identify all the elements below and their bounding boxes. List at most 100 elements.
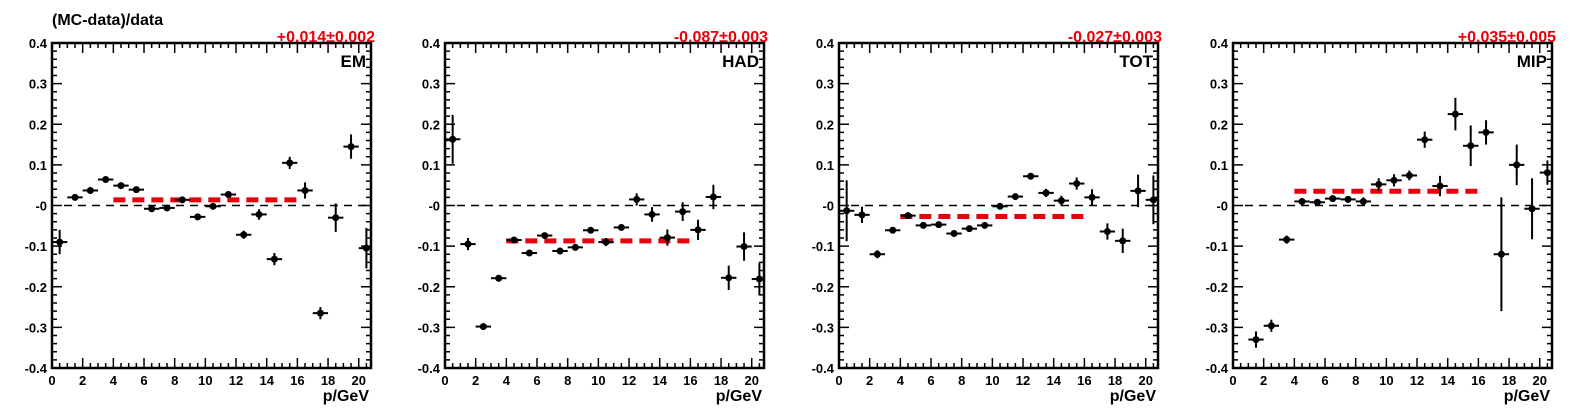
data-point	[1053, 195, 1070, 206]
x-tick-label: 12	[1016, 373, 1030, 388]
x-tick-label: 2	[1260, 373, 1267, 388]
marker	[163, 204, 171, 212]
data-point	[736, 232, 752, 261]
panel-label: MIP	[1517, 52, 1547, 71]
data-point	[445, 114, 461, 164]
marker	[1359, 197, 1367, 205]
marker	[1149, 196, 1157, 204]
data-point	[1371, 178, 1387, 191]
marker	[86, 186, 94, 194]
marker	[663, 234, 671, 242]
marker	[270, 255, 278, 263]
y-tick-label: 0.1	[422, 158, 440, 173]
data-point	[690, 219, 706, 241]
x-axis-title: p/GeV	[323, 388, 370, 405]
marker	[602, 238, 610, 246]
x-tick-label: 18	[321, 373, 335, 388]
marker	[571, 243, 579, 251]
marker	[464, 240, 472, 248]
x-tick-label: 20	[1138, 373, 1152, 388]
y-tick-label: -0.3	[812, 320, 834, 335]
marker	[255, 210, 263, 218]
x-tick-label: 18	[714, 373, 728, 388]
data-point	[992, 202, 1008, 210]
y-tick-label: 0.3	[422, 77, 440, 92]
y-tick-label: -0.2	[25, 280, 47, 295]
data-point	[1340, 195, 1356, 203]
panel-em: -0.4 -0.3 -0.2 -0.1 -0 0.1 0.2 0.3 0.4 0 2 4 6 8 10 12 1…	[25, 29, 376, 405]
x-tick-label: 14	[652, 373, 667, 388]
x-tick-label: 2	[79, 373, 86, 388]
data-point	[1069, 177, 1085, 190]
x-tick-label: 0	[835, 373, 842, 388]
x-tick-label: 10	[985, 373, 999, 388]
data-point	[1309, 198, 1326, 206]
x-tick-label: 20	[351, 373, 365, 388]
marker	[1375, 180, 1383, 188]
marker	[843, 207, 851, 215]
x-tick-label: 18	[1108, 373, 1122, 388]
marker	[362, 244, 370, 252]
marker	[525, 249, 533, 257]
data-point	[629, 193, 645, 206]
marker	[633, 195, 641, 203]
marker	[1088, 193, 1096, 201]
fit-value-label: +0.014±0.002	[277, 29, 375, 46]
data-point	[721, 265, 737, 290]
data-point	[1294, 197, 1310, 205]
data-point	[1386, 174, 1402, 187]
x-tick-label: 20	[1532, 373, 1546, 388]
y-tick-label: -0.1	[1206, 239, 1228, 254]
data-point	[598, 238, 614, 247]
data-point	[552, 247, 568, 255]
y-tick-label: 0.1	[1210, 158, 1228, 173]
data-point	[328, 203, 344, 232]
data-point	[220, 191, 237, 199]
data-point	[900, 212, 916, 220]
y-tick-label: -0.1	[812, 239, 834, 254]
marker	[919, 221, 927, 229]
fit-value-label: +0.035±0.005	[1458, 29, 1556, 46]
data-point	[613, 223, 630, 231]
marker	[1482, 128, 1490, 136]
data-point	[1130, 174, 1146, 208]
y-tick-label: -0.4	[25, 361, 48, 376]
x-tick-label: 2	[866, 373, 873, 388]
data-point	[854, 206, 870, 223]
y-tick-label: 0.2	[29, 117, 47, 132]
marker	[1451, 110, 1459, 118]
marker	[679, 208, 687, 216]
x-tick-label: 6	[1321, 373, 1328, 388]
x-tick-label: 10	[1379, 373, 1393, 388]
y-tick-label: -0.4	[418, 361, 441, 376]
marker	[178, 196, 186, 204]
marker	[1298, 197, 1306, 205]
marker	[648, 210, 656, 218]
marker	[694, 226, 702, 234]
marker	[347, 143, 355, 151]
y-tick-label: -0	[35, 199, 47, 214]
marker	[617, 223, 625, 231]
data-point	[82, 186, 99, 194]
y-tick-label: 0.2	[422, 117, 440, 132]
data-point	[521, 249, 538, 257]
data-point	[1493, 197, 1510, 312]
marker	[102, 176, 110, 183]
marker	[725, 274, 733, 282]
x-tick-label: 8	[171, 373, 178, 388]
x-tick-label: 10	[591, 373, 605, 388]
marker	[1134, 187, 1142, 195]
data-point	[1355, 197, 1372, 206]
data-point	[282, 156, 298, 169]
x-tick-label: 16	[290, 373, 304, 388]
data-point	[1084, 189, 1100, 206]
x-tick-label: 6	[533, 373, 540, 388]
y-tick-label: -0.4	[812, 361, 835, 376]
marker	[1103, 228, 1111, 235]
x-tick-label: 4	[1291, 373, 1299, 388]
data-point	[251, 209, 267, 220]
x-axis-title: p/GeV	[1110, 388, 1157, 405]
marker	[1252, 336, 1260, 344]
data-point	[98, 176, 114, 183]
data-point	[1463, 125, 1479, 167]
